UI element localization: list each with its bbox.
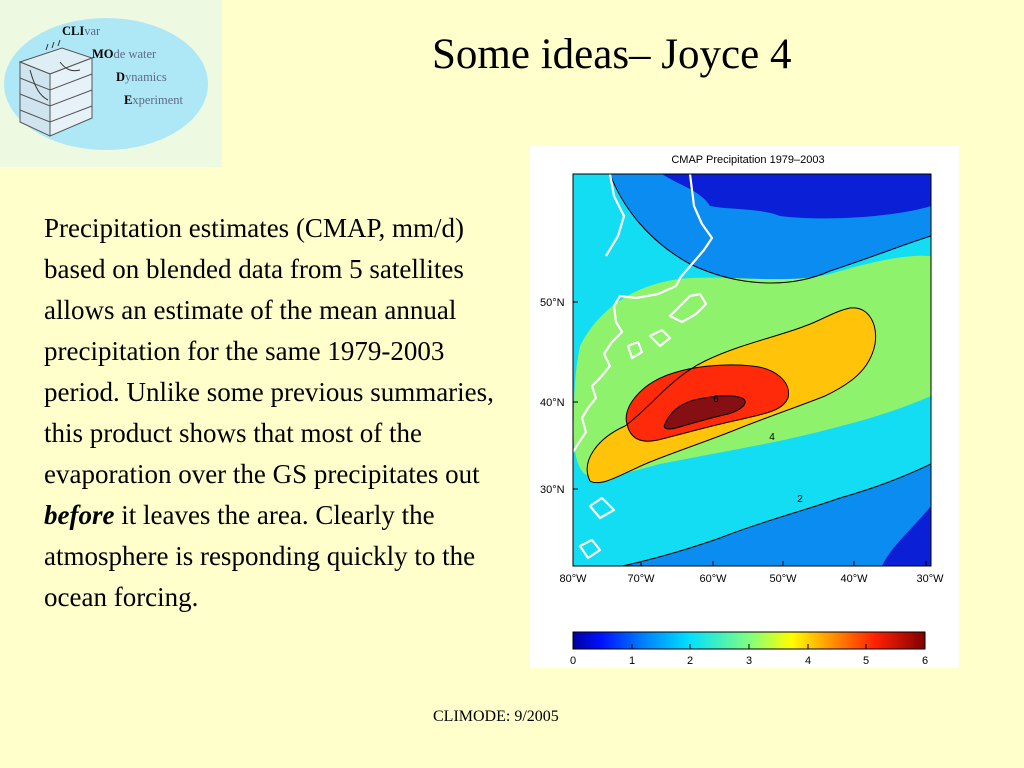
lon-label-40w: 40°W xyxy=(840,573,868,585)
contour-lines xyxy=(586,174,931,566)
coastline-outline xyxy=(573,174,714,560)
colorbar-tick-6: 6 xyxy=(922,655,928,667)
lon-label-80w: 80°W xyxy=(559,573,587,585)
map-title: CMAP Precipitation 1979–2003 xyxy=(671,154,824,166)
colorbar-tick-0: 0 xyxy=(570,655,576,667)
body-text-part-2: it leaves the area. Clearly the atmosphe… xyxy=(44,500,476,612)
logo-line-3: Dynamics xyxy=(116,70,167,84)
colorbar-ticks xyxy=(572,644,926,649)
precipitation-map-figure: CMAP Precipitation 1979–2003 xyxy=(530,146,959,668)
contour-label-6: 6 xyxy=(713,394,719,405)
colorbar-tick-4: 4 xyxy=(805,655,811,667)
logo-line-4: Experiment xyxy=(124,93,184,107)
slide-body-text: Precipitation estimates (CMAP, mm/d) bas… xyxy=(44,208,494,618)
precipitation-contour-field xyxy=(573,174,931,566)
lat-label-30n: 30°N xyxy=(540,484,565,496)
lat-label-50n: 50°N xyxy=(540,297,565,309)
colorbar-tick-3: 3 xyxy=(746,655,752,667)
logo-line-1: CLIvar xyxy=(62,24,101,38)
lon-label-50w: 50°W xyxy=(769,573,797,585)
contour-label-2: 2 xyxy=(797,494,803,505)
colorbar-tick-5: 5 xyxy=(863,655,869,667)
colorbar-tick-1: 1 xyxy=(629,655,635,667)
lon-label-30w: 30°W xyxy=(916,573,944,585)
slide-footer: CLIMODE: 9/2005 xyxy=(433,708,559,725)
climode-logo: CLIvar MOde water Dynamics Experiment xyxy=(0,0,222,167)
body-text-emphasis: before xyxy=(44,500,115,530)
lon-label-70w: 70°W xyxy=(627,573,655,585)
slide-title: Some ideas– Joyce 4 xyxy=(432,31,792,78)
ocean-block-icon xyxy=(18,39,94,137)
lat-label-40n: 40°N xyxy=(540,397,565,409)
body-text-part-1: Precipitation estimates (CMAP, mm/d) bas… xyxy=(44,213,494,489)
logo-line-2: MOde water xyxy=(92,47,157,61)
contour-label-4: 4 xyxy=(769,432,775,443)
axis-ticks xyxy=(572,301,927,566)
lon-label-60w: 60°W xyxy=(699,573,727,585)
colorbar-tick-2: 2 xyxy=(687,655,693,667)
map-frame xyxy=(572,173,932,567)
